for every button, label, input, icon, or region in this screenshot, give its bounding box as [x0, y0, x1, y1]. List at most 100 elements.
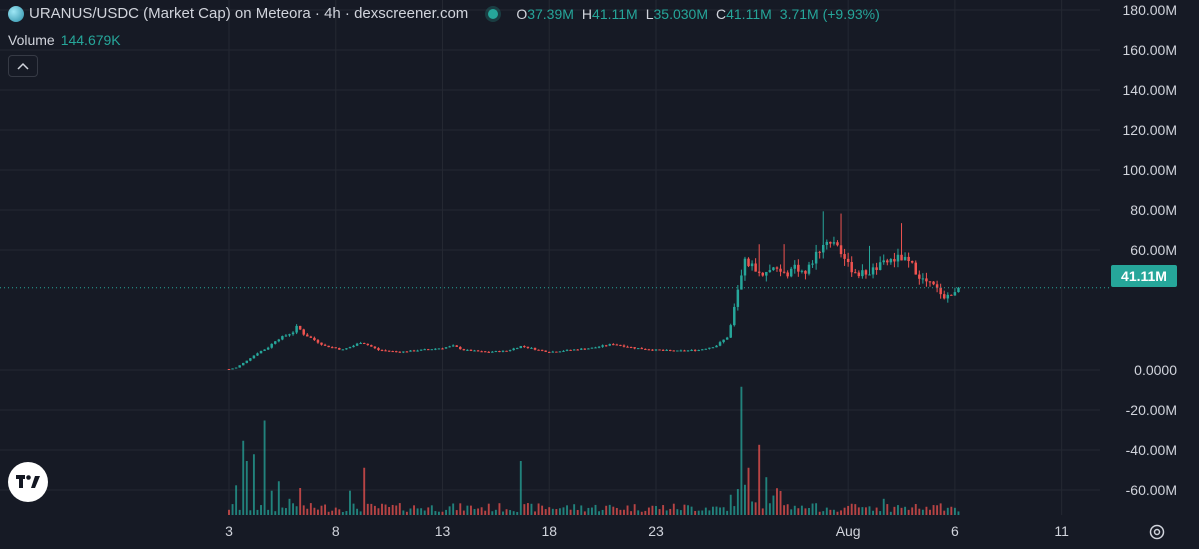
volume-bar	[544, 509, 547, 515]
volume-bar	[320, 505, 323, 515]
candle-body	[839, 245, 843, 255]
volume-bar	[445, 509, 448, 515]
candle-body	[256, 353, 259, 356]
candle-body	[462, 349, 466, 351]
candle-body	[729, 325, 732, 338]
volume-bar	[580, 505, 583, 515]
volume-bar	[249, 510, 252, 515]
candle-body	[281, 336, 284, 340]
candle-body	[672, 350, 676, 352]
chart-settings-button[interactable]	[1146, 521, 1168, 543]
volume-bar	[263, 420, 266, 515]
candle-body	[683, 350, 686, 352]
volume-bar	[452, 503, 455, 515]
collapse-legend-button[interactable]	[8, 55, 38, 77]
volume-bar	[765, 477, 768, 515]
volume-bar	[911, 507, 914, 515]
candle-body	[416, 350, 419, 352]
candle-body	[491, 351, 494, 353]
volume-bar	[231, 504, 234, 515]
volume-bar	[260, 505, 262, 515]
candle-body	[736, 289, 740, 307]
volume-bar	[669, 508, 672, 515]
tradingview-logo-icon[interactable]	[8, 462, 48, 502]
volume-bar	[921, 509, 924, 515]
candle-body	[309, 336, 313, 338]
candle-body	[782, 271, 786, 273]
volume-bar	[370, 503, 373, 515]
volume-bar	[633, 504, 636, 515]
volume-bar	[729, 494, 732, 515]
candle-body	[572, 349, 576, 351]
volume-bar	[740, 386, 743, 515]
volume-bar	[897, 505, 899, 515]
candle-body	[419, 349, 423, 351]
volume-bar	[448, 506, 451, 515]
volume-bar	[893, 506, 896, 515]
volume-bar	[615, 507, 618, 515]
volume-bar	[505, 509, 508, 515]
candle-body	[608, 344, 611, 346]
candle-body	[412, 350, 416, 352]
volume-bar	[252, 454, 255, 515]
last-price-label: 41.11M	[1111, 265, 1177, 287]
candle-body	[544, 350, 547, 352]
candle-body	[494, 351, 498, 353]
candle-body	[227, 369, 231, 370]
volume-bar	[704, 507, 707, 515]
candle-body	[565, 349, 569, 351]
candle-body	[697, 350, 700, 352]
volume-bar	[459, 503, 462, 515]
price-change: 3.71M (+9.93%)	[779, 5, 880, 22]
volume-bar	[359, 511, 362, 515]
candle-body	[359, 343, 362, 345]
volume-bar	[808, 507, 810, 515]
volume-bar	[516, 511, 519, 515]
candle-body	[789, 268, 793, 277]
volume-bar	[470, 505, 472, 515]
candle-body	[750, 263, 754, 267]
volume-bar	[864, 507, 867, 515]
candle-body	[693, 349, 697, 351]
candle-body	[241, 362, 245, 366]
candle-body	[601, 345, 604, 347]
volume-bar	[487, 503, 490, 515]
candle-body	[743, 258, 747, 276]
candle-body	[402, 351, 405, 353]
volume-bar	[779, 490, 782, 515]
volume-bar	[512, 511, 515, 515]
volume-bar	[242, 440, 245, 515]
price-axis: 180.00M 160.00M 140.00M 120.00M 100.00M 80.00…	[1123, 2, 1178, 498]
chevron-up-icon	[17, 62, 29, 70]
volume-bar	[626, 505, 629, 515]
volume-bar	[797, 508, 800, 515]
volume-value: 144.679K	[60, 32, 121, 48]
volume-bar	[245, 461, 248, 515]
market-status-icon	[488, 8, 499, 19]
candle-body	[277, 339, 281, 342]
volume-bar	[776, 488, 778, 515]
candle-body	[295, 325, 298, 333]
y-tick-label: 140.00M	[1123, 82, 1177, 98]
volume-bar	[420, 508, 423, 515]
uranus-token-icon	[8, 5, 24, 22]
volume-bar	[733, 506, 736, 515]
volume-bar	[480, 507, 483, 515]
ohlc-close-key: C	[715, 5, 727, 22]
volume-bar	[768, 503, 771, 515]
volume-bar	[786, 504, 789, 515]
candle-body	[939, 287, 942, 295]
x-tick-label: 23	[648, 523, 664, 539]
volume-bar	[754, 502, 757, 515]
volume-bar	[324, 504, 327, 515]
candle-body	[394, 351, 398, 353]
volume-bar	[228, 509, 230, 515]
candle-body	[679, 350, 683, 352]
volume-bar	[843, 507, 846, 515]
candle-body	[640, 348, 644, 350]
volume-bar	[857, 507, 860, 515]
candle-body	[757, 271, 761, 273]
candle-body	[708, 347, 711, 349]
ohlc-high-key: H	[581, 5, 593, 22]
